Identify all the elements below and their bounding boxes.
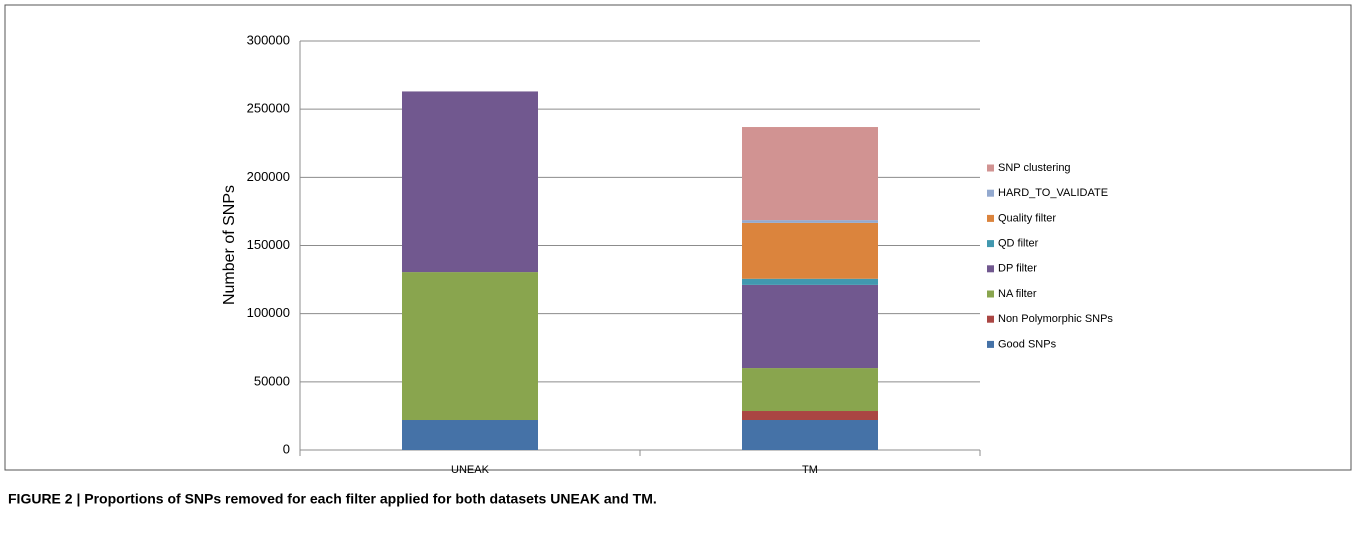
- legend-label: SNP clustering: [998, 162, 1071, 174]
- legend-swatch: [987, 265, 994, 273]
- bar-segment: [742, 220, 878, 223]
- bar-segment: [742, 411, 878, 421]
- legend-swatch: [987, 164, 994, 172]
- legend-label: Good SNPs: [998, 338, 1057, 350]
- figure-frame: [4, 4, 1352, 471]
- legend-label: HARD_TO_VALIDATE: [998, 187, 1108, 199]
- bar-segment: [402, 420, 538, 450]
- legend-label: Non Polymorphic SNPs: [998, 313, 1113, 325]
- legend-swatch: [987, 340, 994, 348]
- bar-segment: [402, 91, 538, 273]
- y-tick-label: 0: [283, 441, 290, 456]
- bar-segment: [742, 278, 878, 285]
- legend-label: DP filter: [998, 263, 1037, 275]
- legend-swatch: [987, 214, 994, 222]
- bar-segment: [742, 284, 878, 369]
- y-tick-label: 50000: [254, 373, 290, 388]
- bar-segment: [742, 368, 878, 412]
- caption: FIGURE 2 | Proportions of SNPs removed f…: [8, 491, 657, 507]
- y-tick-label: 300000: [247, 32, 290, 47]
- y-tick-label: 150000: [247, 237, 290, 252]
- legend-label: QD filter: [998, 238, 1039, 250]
- legend-label: Quality filter: [998, 212, 1056, 224]
- bar-segment: [742, 420, 878, 450]
- legend-label: NA filter: [998, 288, 1037, 300]
- y-axis-label: Number of SNPs: [221, 185, 238, 305]
- legend-swatch: [987, 290, 994, 298]
- y-tick-label: 250000: [247, 101, 290, 116]
- legend-swatch: [987, 189, 994, 197]
- bar-segment: [742, 127, 878, 221]
- bar-segment: [742, 222, 878, 279]
- legend-swatch: [987, 240, 994, 248]
- x-tick-label: TM: [802, 464, 818, 476]
- legend-swatch: [987, 315, 994, 323]
- x-tick-label: UNEAK: [451, 464, 490, 476]
- y-tick-label: 200000: [247, 169, 290, 184]
- y-tick-label: 100000: [247, 305, 290, 320]
- bar-segment: [402, 272, 538, 421]
